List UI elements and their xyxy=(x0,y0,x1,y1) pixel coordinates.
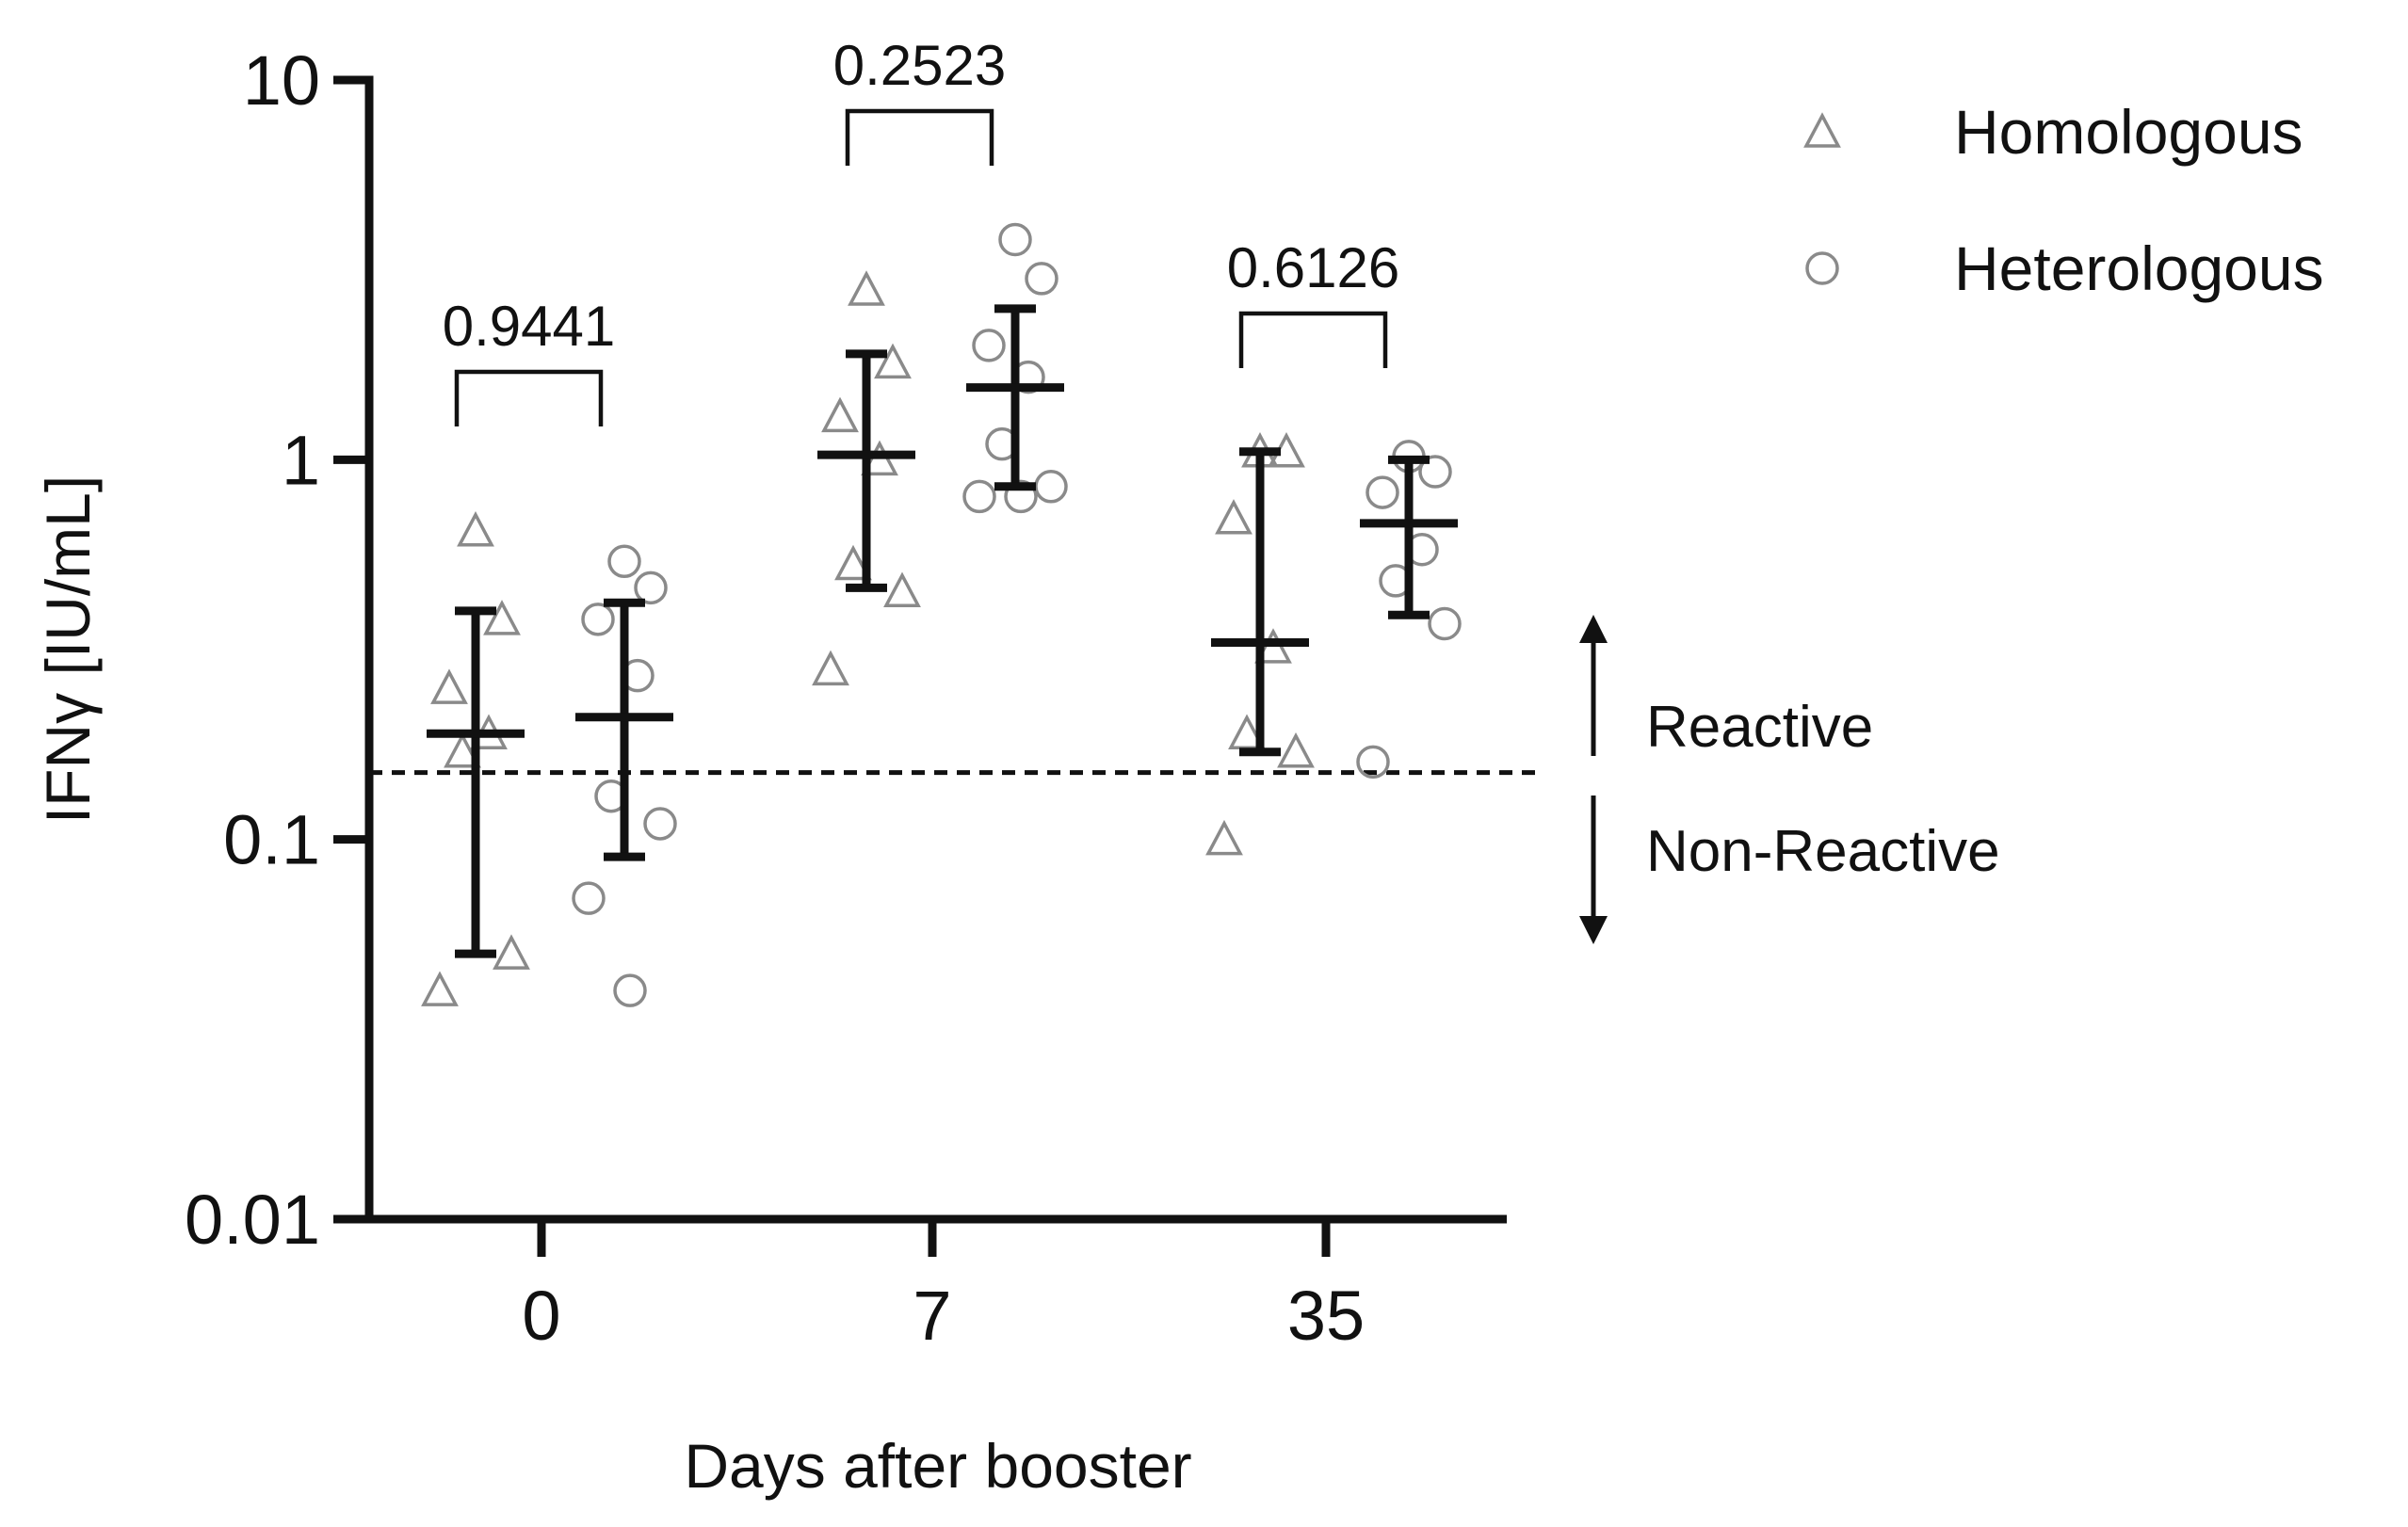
comparison-bracket xyxy=(1238,311,1388,368)
y-axis-title: IFNγ [IU/mL] xyxy=(33,475,103,824)
data-point-triangle xyxy=(821,396,859,433)
data-point-circle xyxy=(1805,251,1839,285)
non-reactive-label: Non-Reactive xyxy=(1646,819,2000,884)
data-point-circle xyxy=(972,329,1006,362)
data-point-circle xyxy=(1356,745,1390,780)
data-point-triangle xyxy=(874,343,912,379)
axes: 10 1 0.1 0.01 0 7 35 Days after booster IFNγ [IU… xyxy=(33,41,1507,1501)
p-value-label: 0.9441 xyxy=(443,295,616,358)
data-point-circle xyxy=(1418,455,1452,489)
p-value-label: 0.6126 xyxy=(1227,236,1400,299)
pvalues-group: 0.9441 0.2523 0.6126 xyxy=(443,34,1400,426)
x-tick-label: 35 xyxy=(1287,1277,1365,1355)
data-point-triangle xyxy=(812,650,849,686)
errorbars-group xyxy=(427,304,1458,958)
reactive-label: Reactive xyxy=(1646,695,1873,760)
data-point-triangle xyxy=(834,544,872,581)
data-point-circle xyxy=(1034,470,1068,504)
data-point-triangle xyxy=(1205,819,1243,856)
data-point-triangle xyxy=(493,934,530,970)
data-point-circle xyxy=(1004,479,1038,514)
p-value-label: 0.2523 xyxy=(833,34,1007,97)
data-point-triangle xyxy=(444,731,481,768)
data-point-triangle xyxy=(848,270,885,306)
data-point-circle xyxy=(962,479,996,514)
data-point-circle xyxy=(998,222,1032,257)
y-tick-label: 0.1 xyxy=(223,801,320,879)
comparison-bracket xyxy=(454,369,604,426)
legend-label: Heterologous xyxy=(1954,233,2324,303)
data-point-circle xyxy=(1366,475,1399,509)
data-point-triangle xyxy=(430,668,468,704)
data-point-circle xyxy=(634,571,668,605)
comparison-bracket xyxy=(845,108,994,166)
data-point-triangle xyxy=(1277,731,1315,768)
data-point-triangle xyxy=(1215,499,1252,535)
data-point-circle xyxy=(572,881,606,915)
x-tick-label: 0 xyxy=(522,1277,560,1355)
data-point-circle xyxy=(581,603,615,636)
data-point-circle xyxy=(1025,262,1059,296)
data-point-circle xyxy=(607,544,641,579)
data-point-triangle xyxy=(457,511,494,547)
y-tick-label: 1 xyxy=(282,421,320,499)
data-point-triangle xyxy=(1803,112,1841,148)
y-tick-label: 10 xyxy=(243,41,320,120)
data-point-circle xyxy=(643,807,677,841)
x-tick-label: 7 xyxy=(913,1277,951,1355)
data-point-triangle xyxy=(483,600,521,635)
data-point-circle xyxy=(613,973,647,1007)
legend-label: Homologous xyxy=(1954,97,2303,167)
y-tick-label: 0.01 xyxy=(185,1181,320,1259)
data-point-triangle xyxy=(421,971,459,1006)
x-axis-title: Days after booster xyxy=(684,1431,1191,1501)
reactivity-annotation: Reactive Non-Reactive xyxy=(1579,615,2000,944)
data-point-circle xyxy=(1428,606,1462,641)
data-point-triangle xyxy=(883,571,921,607)
legend: Homologous Heterologous xyxy=(1803,97,2324,303)
